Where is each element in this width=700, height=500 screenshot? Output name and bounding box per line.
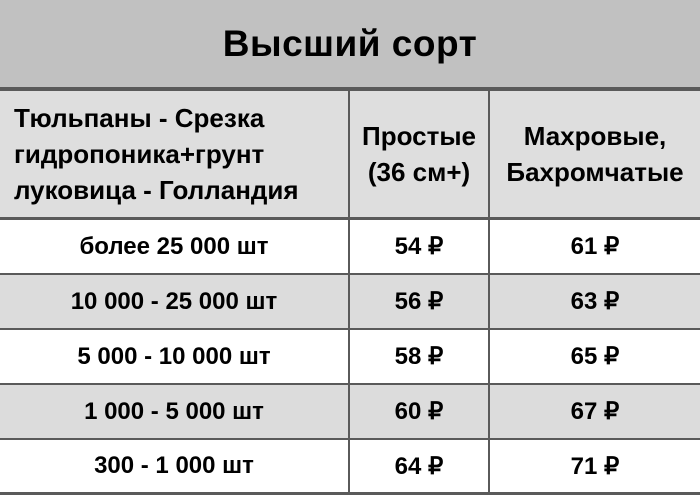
- qty-cell: 10 000 - 25 000 шт: [0, 275, 350, 330]
- price-double-cell: 67 ₽: [490, 385, 700, 440]
- col-header-simple: Простые (36 см+): [350, 91, 490, 220]
- table-title: Высший сорт: [0, 0, 700, 91]
- price-grid: Тюльпаны - Срезка гидропоника+грунт луко…: [0, 91, 700, 495]
- price-double-cell: 65 ₽: [490, 330, 700, 385]
- col-header-double: Махровые, Бахромчатые: [490, 91, 700, 220]
- price-double-cell: 71 ₽: [490, 440, 700, 495]
- price-simple-cell: 58 ₽: [350, 330, 490, 385]
- qty-cell: 1 000 - 5 000 шт: [0, 385, 350, 440]
- price-double-cell: 61 ₽: [490, 220, 700, 275]
- price-simple-cell: 54 ₽: [350, 220, 490, 275]
- qty-cell: более 25 000 шт: [0, 220, 350, 275]
- price-simple-cell: 56 ₽: [350, 275, 490, 330]
- col-header-product: Тюльпаны - Срезка гидропоника+грунт луко…: [0, 91, 350, 220]
- qty-cell: 5 000 - 10 000 шт: [0, 330, 350, 385]
- qty-cell: 300 - 1 000 шт: [0, 440, 350, 495]
- price-simple-cell: 60 ₽: [350, 385, 490, 440]
- price-simple-cell: 64 ₽: [350, 440, 490, 495]
- price-double-cell: 63 ₽: [490, 275, 700, 330]
